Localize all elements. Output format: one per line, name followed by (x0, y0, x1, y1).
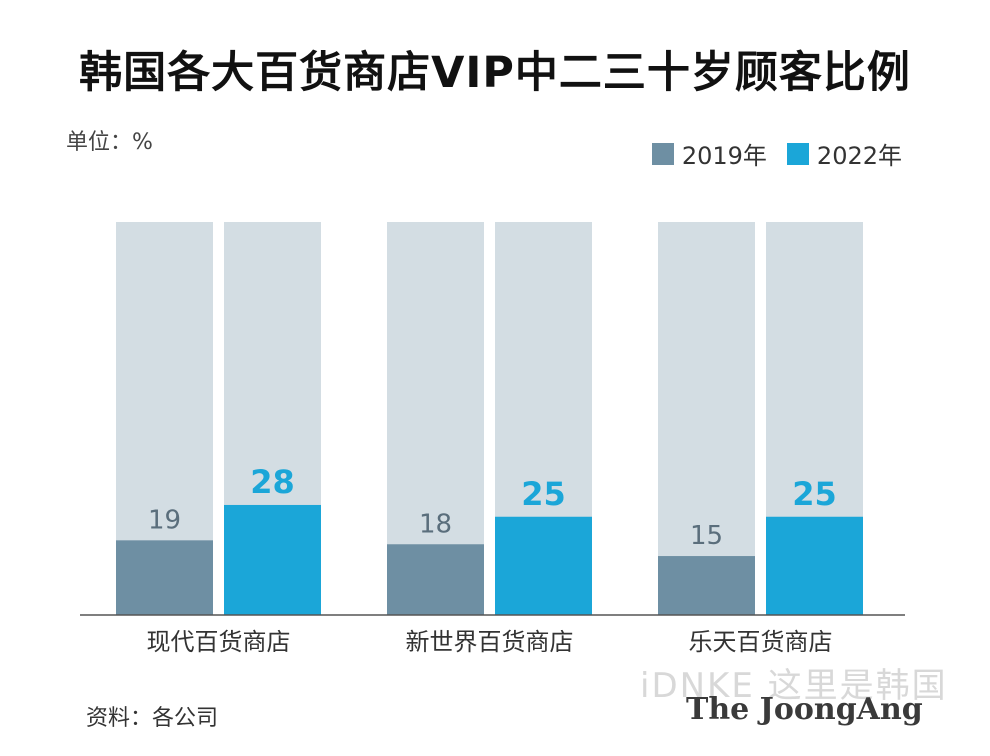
bar-2022 (766, 516, 863, 615)
chart-title: 韩国各大百货商店VIP中二三十岁顾客比例 (79, 48, 911, 98)
bar-2022 (495, 516, 592, 615)
bar-value-label: 18 (419, 509, 452, 539)
bar-value-label: 15 (690, 521, 723, 551)
legend-swatch-2022 (786, 142, 809, 165)
bar-value-label: 25 (792, 475, 837, 513)
bar-2019 (658, 556, 755, 615)
bar-track (658, 222, 755, 615)
bar-2022 (224, 504, 321, 615)
legend: 2019年 2022年 (651, 136, 902, 171)
legend-item-2019: 2019年 (651, 136, 767, 171)
legend-item-2022: 2022年 (786, 136, 902, 171)
bar-value-label: 19 (148, 505, 181, 535)
category-label: 新世界百货商店 (406, 628, 574, 656)
source-label: 资料：各公司 (86, 706, 219, 731)
bar-value-label: 28 (250, 463, 295, 501)
watermark: iDNKE 这里是韩国 (640, 666, 948, 706)
legend-label-2019: 2019年 (681, 142, 767, 170)
category-label: 现代百货商店 (147, 628, 291, 656)
bar-value-label: 25 (521, 475, 566, 513)
legend-swatch-2019 (651, 142, 674, 165)
unit-label: 单位：% (66, 130, 153, 155)
bar-2019 (116, 540, 213, 615)
category-label: 乐天百货商店 (689, 628, 833, 656)
bar-2019 (387, 544, 484, 615)
brand-logo: The JoongAng (686, 692, 923, 727)
legend-label-2022: 2022年 (816, 142, 902, 170)
